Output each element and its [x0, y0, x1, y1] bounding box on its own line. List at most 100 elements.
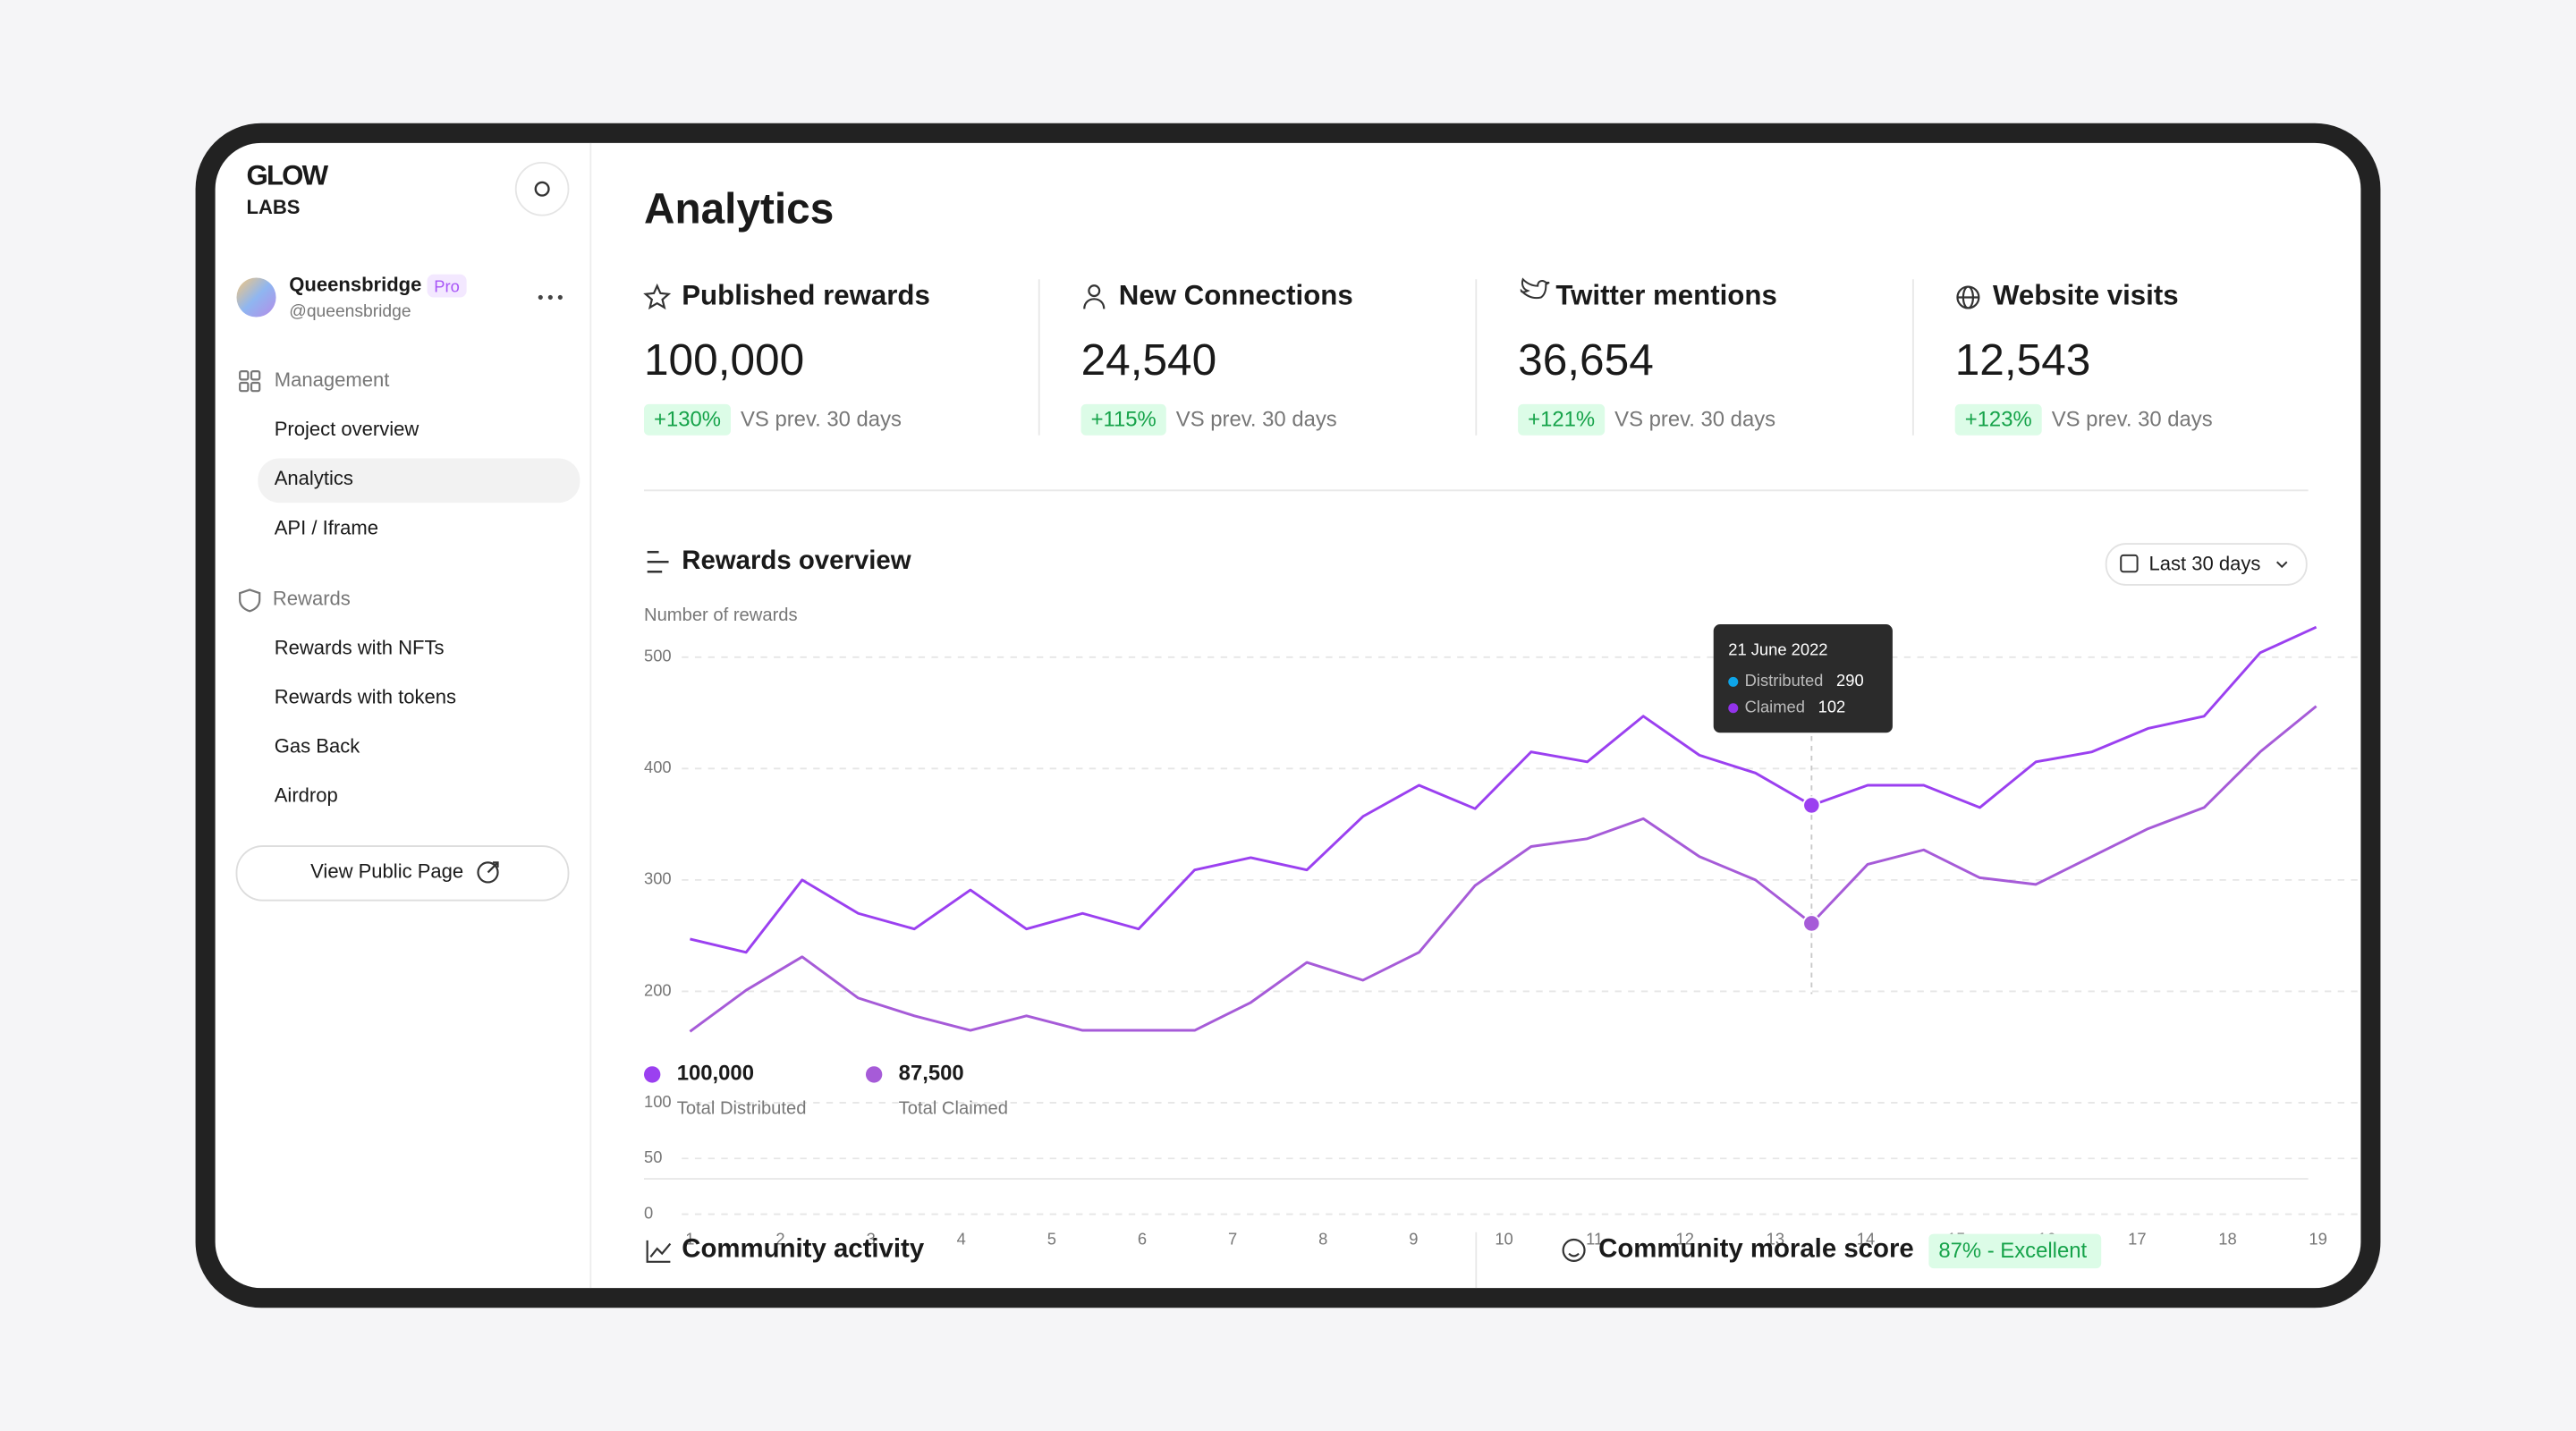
- change-text: +130%: [654, 408, 721, 432]
- view-public-button[interactable]: [235, 845, 570, 902]
- y-tick-label: 100: [644, 1092, 672, 1111]
- management-icon: [239, 370, 261, 393]
- stat-title: Website visits: [1993, 280, 2179, 311]
- range-select[interactable]: [2105, 543, 2308, 586]
- nav-item[interactable]: Airdrop: [275, 784, 338, 807]
- nav-item[interactable]: Analytics: [275, 467, 353, 489]
- change-text: +115%: [1091, 408, 1157, 432]
- hover-point: [1802, 914, 1821, 933]
- x-tick-label: 3: [867, 1230, 876, 1249]
- sun-icon: [534, 181, 550, 197]
- panel-title: Community morale score: [1598, 1234, 1914, 1264]
- nav-item[interactable]: Rewards with tokens: [275, 686, 456, 708]
- y-tick-label: 500: [644, 647, 672, 665]
- nav-item[interactable]: API / Iframe: [275, 516, 378, 538]
- score-badge: [1928, 1233, 2102, 1269]
- legend: 100,000 Total Distributed 87,500 Total Clai…: [644, 1062, 1008, 1118]
- overview-icon: [647, 550, 669, 573]
- x-tick-label: 9: [1409, 1230, 1418, 1249]
- y-tick-label: 300: [644, 869, 672, 888]
- hover-point: [1802, 796, 1821, 815]
- tooltip-name: Claimed: [1745, 698, 1805, 716]
- user-name: Queensbridge: [289, 273, 421, 295]
- legend-label: Total Distributed: [677, 1098, 807, 1118]
- stat-value: 12,543: [1955, 334, 2091, 385]
- x-tick-label: 11: [1586, 1230, 1603, 1249]
- tooltip-dot: [1728, 676, 1739, 687]
- change-note: VS prev. 30 days: [2052, 408, 2213, 432]
- nav-item[interactable]: Gas Back: [275, 735, 360, 758]
- change-text: +123%: [1965, 408, 2032, 432]
- star-icon: [643, 283, 672, 310]
- x-tick-label: 13: [1767, 1230, 1784, 1249]
- series-line: [689, 705, 2318, 1033]
- stat-value: 36,654: [1518, 334, 1654, 385]
- more-menu[interactable]: [538, 294, 563, 301]
- nav-section: Management: [275, 368, 390, 391]
- change-note: VS prev. 30 days: [741, 408, 902, 432]
- nav-item[interactable]: Rewards with NFTs: [275, 636, 445, 658]
- x-tick-label: 14: [1857, 1230, 1875, 1249]
- tooltip-dot: [1728, 703, 1739, 714]
- x-tick-label: 18: [2218, 1230, 2236, 1249]
- change-badge: [1080, 403, 1166, 436]
- legend-total: 100,000: [677, 1062, 754, 1086]
- x-tick-label: 5: [1047, 1230, 1056, 1249]
- panel-title: Community activity: [682, 1234, 925, 1264]
- range-select-text: Last 30 days: [2148, 553, 2260, 575]
- x-tick-label: 1: [685, 1230, 694, 1249]
- tooltip: 21 June 2022 Distributed 290 Claimed 102: [1713, 624, 1893, 733]
- active-item-bg: [258, 458, 580, 504]
- change-badge: [644, 403, 732, 436]
- y-axis-label: Number of rewards: [644, 605, 798, 625]
- calendar-icon: [2120, 554, 2139, 573]
- pro-badge-text: Pro: [434, 276, 460, 295]
- x-tick-label: 17: [2128, 1230, 2146, 1249]
- x-tick-label: 12: [1676, 1230, 1694, 1249]
- y-tick-label: 200: [644, 980, 672, 999]
- nav-section: Rewards: [273, 587, 351, 609]
- stat-value: 100,000: [644, 334, 804, 385]
- tooltip-box: [1713, 624, 1893, 733]
- external-icon: [477, 861, 499, 884]
- stats: Published rewards 100,000 +130% VS prev. 30…: [644, 280, 2213, 436]
- tooltip-name: Distributed: [1745, 671, 1824, 690]
- legend-dot: [865, 1066, 883, 1083]
- y-tick-label: 400: [644, 758, 672, 776]
- nav-item[interactable]: Project overview: [275, 418, 419, 440]
- tooltip-title: 21 June 2022: [1728, 639, 1827, 658]
- legend-label: Total Claimed: [899, 1098, 1008, 1118]
- tooltip-value: 290: [1836, 671, 1864, 690]
- twitter-icon: [1520, 277, 1550, 300]
- view-public-text: View Public Page: [310, 859, 463, 882]
- pro-badge: [427, 274, 467, 298]
- change-badge: [1518, 403, 1606, 436]
- sidebar-nav: Management Project overview Analytics API /…: [273, 368, 456, 807]
- user-handle: @queensbridge: [289, 302, 411, 321]
- change-note: VS prev. 30 days: [1176, 408, 1337, 432]
- tooltip-value: 102: [1818, 698, 1846, 716]
- smile-icon: [1562, 1238, 1586, 1262]
- activity-icon: [646, 1240, 672, 1263]
- person-icon: [1083, 284, 1106, 309]
- chart-title: Rewards overview: [682, 546, 911, 575]
- logo: LABS: [247, 196, 301, 218]
- globe-icon: [1956, 285, 1980, 309]
- x-tick-label: 19: [2309, 1230, 2326, 1249]
- legend-dot: [644, 1066, 661, 1083]
- score-badge-text: 87% - Excellent: [1938, 1239, 2087, 1263]
- stat-title: New Connections: [1119, 280, 1353, 311]
- legend-total: 87,500: [899, 1062, 964, 1086]
- change-badge: [1954, 403, 2042, 436]
- x-tick-label: 4: [957, 1230, 966, 1249]
- logo: GLOW: [247, 160, 329, 191]
- chevron-icon: [2275, 561, 2288, 569]
- theme-toggle[interactable]: [514, 161, 570, 216]
- series-line: [690, 625, 2318, 954]
- change-text: +121%: [1528, 408, 1595, 432]
- y-tick-label: 50: [644, 1147, 662, 1166]
- plot: 5004003002001005001234567891011121314151…: [644, 625, 2358, 1249]
- stat-title: Published rewards: [682, 280, 930, 311]
